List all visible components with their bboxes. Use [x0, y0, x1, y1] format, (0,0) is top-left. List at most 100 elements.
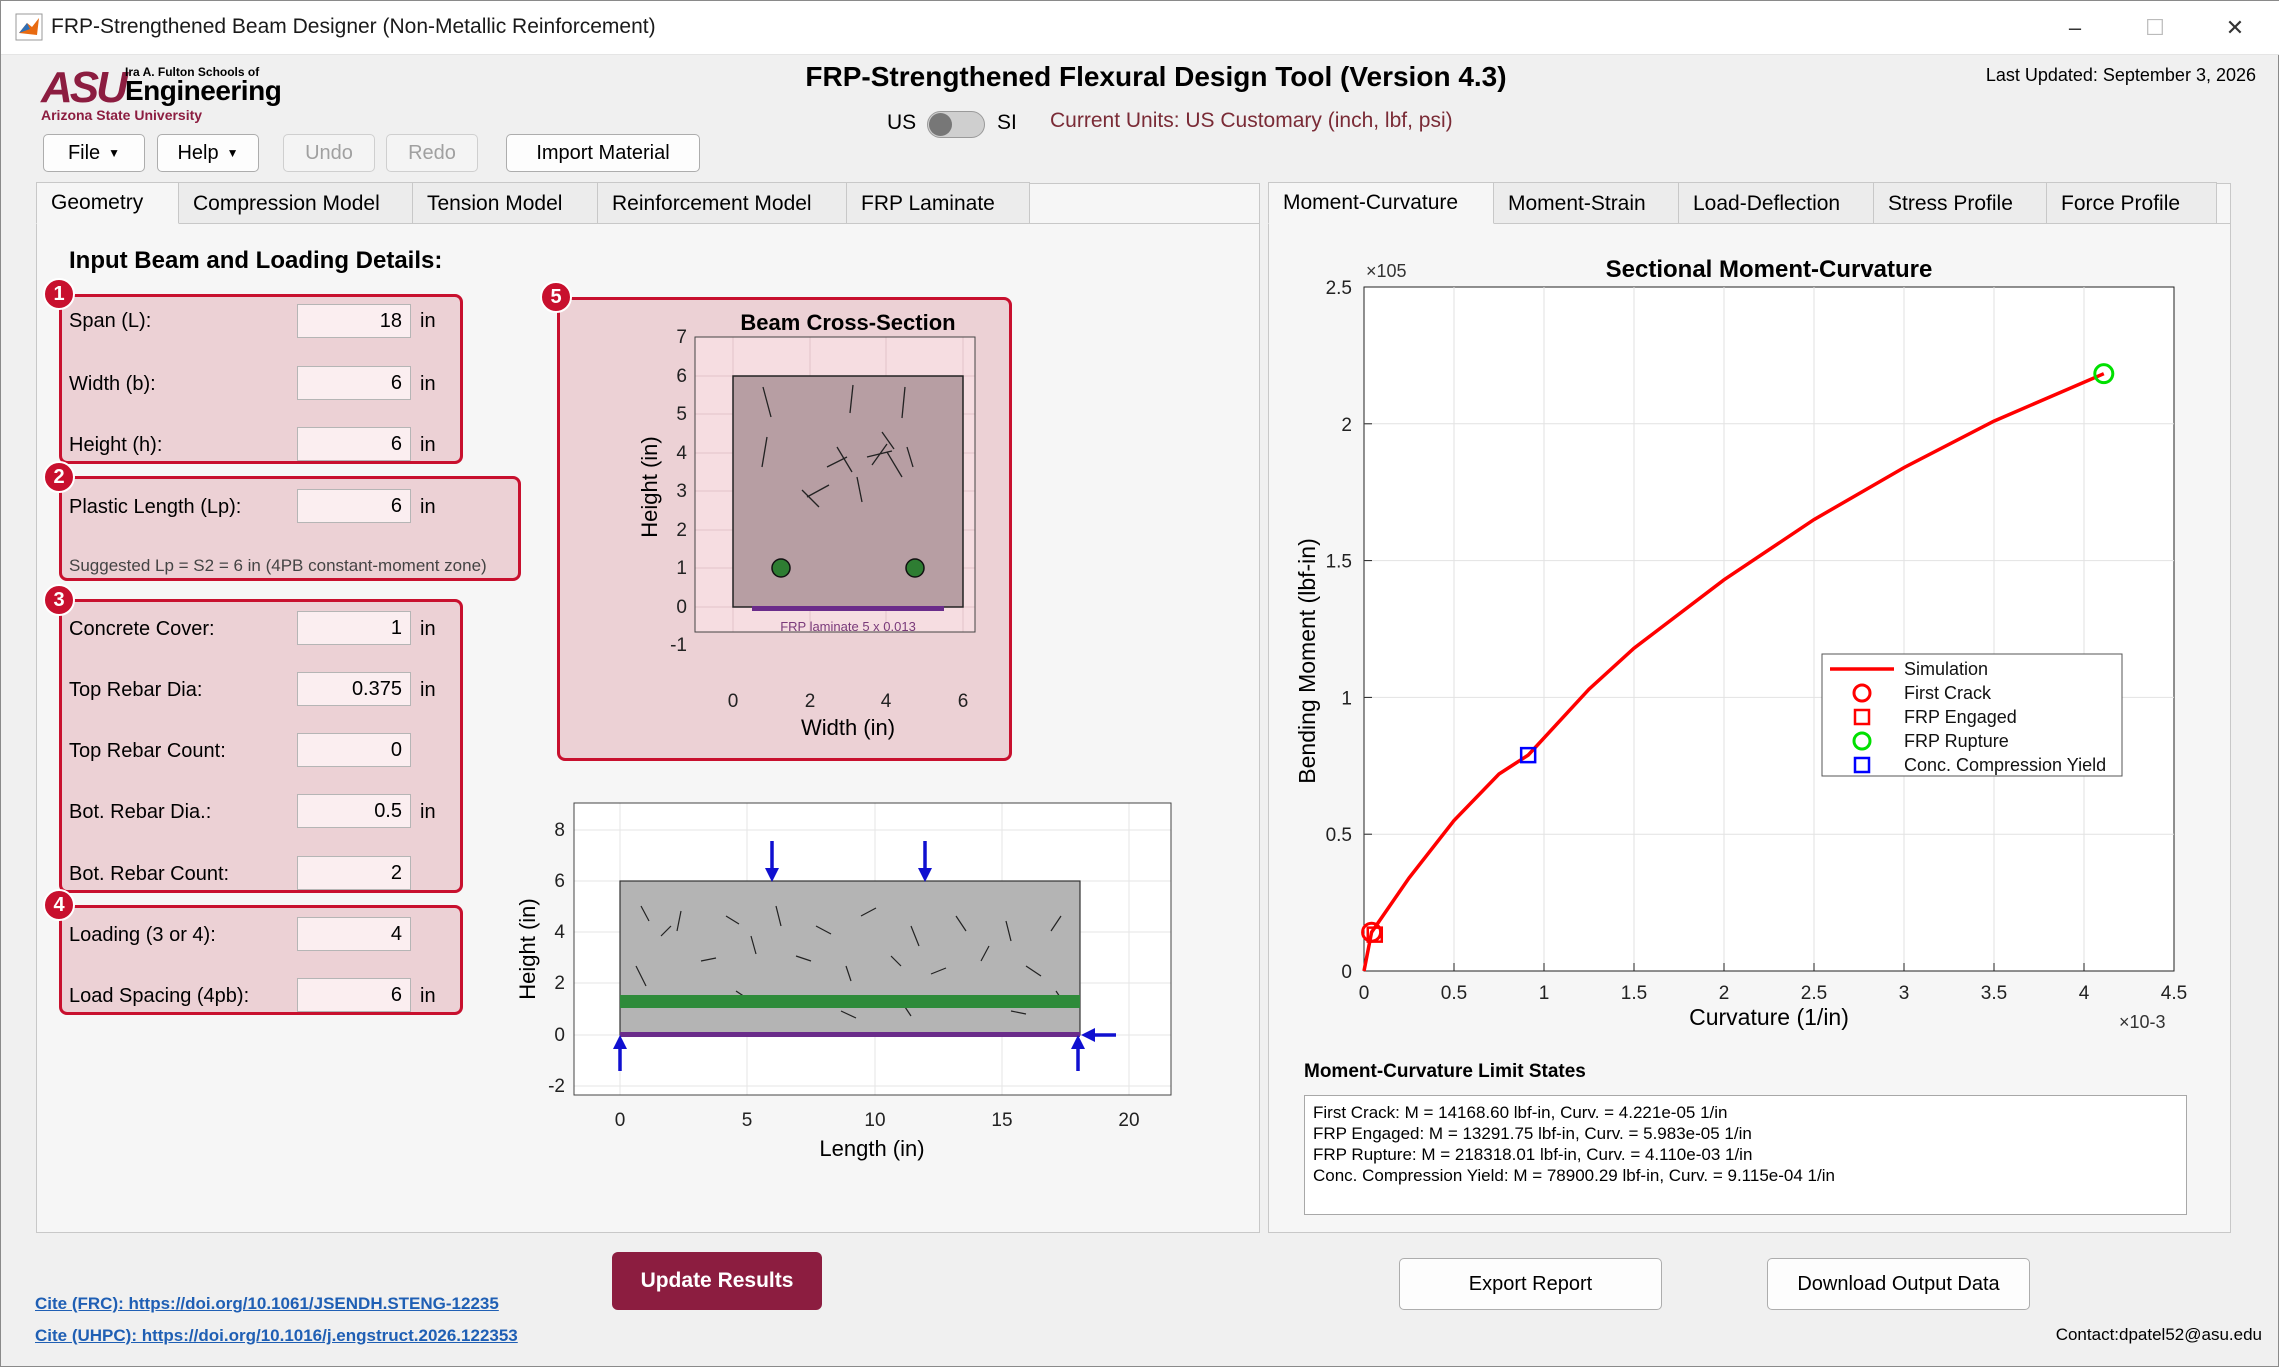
- update-results-button[interactable]: Update Results: [612, 1252, 822, 1310]
- tab-reinforcement-model[interactable]: Reinforcement Model: [597, 182, 847, 224]
- limit-line-frp-rupture: FRP Rupture: M = 218318.01 lbf-in, Curv.…: [1313, 1145, 1753, 1164]
- plastic-length-input[interactable]: 6: [297, 489, 411, 523]
- cover-input[interactable]: 1: [297, 611, 411, 645]
- step-badge-4: 4: [43, 889, 75, 921]
- x-tick-label: 4.5: [2161, 983, 2187, 1004]
- chart-title: Sectional Moment-Curvature: [1606, 256, 1933, 283]
- tab-geometry[interactable]: Geometry: [36, 182, 179, 224]
- bot-rebar-count-input[interactable]: 2: [297, 856, 411, 890]
- tab-load-deflection[interactable]: Load-Deflection: [1678, 182, 1874, 224]
- y-tick: 5: [676, 404, 687, 425]
- loading-input[interactable]: 4: [297, 917, 411, 951]
- cover-label: Concrete Cover:: [69, 618, 215, 640]
- units-toggle[interactable]: [927, 111, 985, 138]
- maximize-button[interactable]: ☐: [2145, 15, 2165, 40]
- y-tick: 0: [554, 1025, 565, 1046]
- bottom-rebar-right: [905, 558, 925, 578]
- bot-rebar-dia-input[interactable]: 0.5: [297, 794, 411, 828]
- series-layer: [1362, 372, 2105, 972]
- help-menu-button[interactable]: Help ▼: [157, 134, 259, 172]
- grid-lines: [1363, 286, 2175, 972]
- width-input[interactable]: 6: [297, 366, 411, 400]
- width-label: Width (b):: [69, 373, 156, 395]
- frp-layer: [620, 1032, 1080, 1037]
- load-arrows: [613, 841, 1116, 1071]
- export-report-button[interactable]: Export Report: [1399, 1258, 1662, 1310]
- tab-frp-laminate[interactable]: FRP Laminate: [846, 182, 1030, 224]
- limit-states-box: First Crack: M = 14168.60 lbf-in, Curv. …: [1304, 1095, 2187, 1215]
- plot-frame: [573, 802, 1172, 1096]
- bottom-rebar-left: [771, 558, 791, 578]
- step-badge-5: 5: [540, 281, 572, 313]
- height-label: Height (h):: [69, 434, 163, 456]
- section-title: Input Beam and Loading Details:: [69, 247, 443, 274]
- legend-label: FRP Engaged: [1904, 707, 2017, 727]
- legend-label: Conc. Compression Yield: [1904, 755, 2106, 775]
- limit-line-compression-yield: Conc. Compression Yield: M = 78900.29 lb…: [1313, 1166, 1835, 1185]
- tab-stress-profile[interactable]: Stress Profile: [1873, 182, 2047, 224]
- y-tick: 6: [676, 366, 687, 387]
- height-input[interactable]: 6: [297, 427, 411, 461]
- close-button[interactable]: ✕: [2225, 15, 2245, 40]
- step-badge-1: 1: [43, 278, 75, 310]
- plastic-length-label: Plastic Length (Lp):: [69, 496, 242, 518]
- top-rebar-dia-input[interactable]: 0.375: [297, 672, 411, 706]
- units-us-label: US: [887, 111, 917, 134]
- cross-section-xlabel: Width (in): [801, 715, 895, 740]
- limit-states-title: Moment-Curvature Limit States: [1304, 1061, 1586, 1082]
- tab-tension-model[interactable]: Tension Model: [412, 182, 598, 224]
- x-tick-label: 4: [2079, 983, 2090, 1004]
- width-unit: in: [420, 373, 436, 395]
- tab-force-profile[interactable]: Force Profile: [2046, 182, 2217, 224]
- file-menu-button[interactable]: File ▼: [43, 134, 145, 172]
- y-tick: 6: [554, 871, 565, 892]
- undo-button[interactable]: Undo: [283, 134, 375, 172]
- y-tick-label: 0: [1341, 962, 1352, 983]
- x-tick-label: 0: [1359, 983, 1370, 1004]
- legend-swatch-square: [1853, 708, 1871, 726]
- cross-section-plot: FRP laminate 5 x 0.013 7 6 5 4 3 2 1 0 -…: [637, 310, 976, 740]
- window-title: FRP-Strengthened Beam Designer (Non-Meta…: [51, 15, 656, 38]
- x-ticks: 0 5 10 15 20: [615, 1110, 1140, 1131]
- legend-swatch-circle: [1852, 683, 1872, 703]
- y-tick: 2: [676, 520, 687, 541]
- redo-button[interactable]: Redo: [386, 134, 478, 172]
- span-unit: in: [420, 310, 436, 332]
- legend-swatch-square: [1853, 756, 1871, 774]
- plot-area: [1363, 286, 2175, 972]
- tab-moment-curvature[interactable]: Moment-Curvature: [1268, 182, 1494, 224]
- top-rebar-count-input[interactable]: 0: [297, 733, 411, 767]
- last-updated: Last Updated: September 3, 2026: [1985, 65, 2256, 85]
- legend-swatch-circle: [1852, 731, 1872, 751]
- load-spacing-label: Load Spacing (4pb):: [69, 985, 250, 1007]
- step-badge-3: 3: [43, 584, 75, 616]
- load-spacing-input[interactable]: 6: [297, 978, 411, 1012]
- y-tick: 4: [676, 443, 687, 464]
- legend-label: Simulation: [1904, 659, 1988, 679]
- limit-line-frp-engaged: FRP Engaged: M = 13291.75 lbf-in, Curv. …: [1313, 1124, 1752, 1143]
- group-plastic-length: [59, 476, 521, 581]
- cite-uhpc-link[interactable]: Cite (UHPC): https://doi.org/10.1016/j.e…: [35, 1326, 518, 1345]
- loading-label: Loading (3 or 4):: [69, 924, 216, 946]
- x-tick-label: 3.5: [1981, 983, 2007, 1004]
- contact-email: Contact:dpatel52@asu.edu: [2055, 1325, 2262, 1344]
- bot-rebar-dia-label: Bot. Rebar Dia.:: [69, 801, 212, 823]
- tab-moment-strain[interactable]: Moment-Strain: [1493, 182, 1679, 224]
- span-input[interactable]: 18: [297, 304, 411, 338]
- cross-section-title: Beam Cross-Section: [740, 310, 955, 335]
- minimize-button[interactable]: –: [2068, 15, 2082, 40]
- tab-compression-model[interactable]: Compression Model: [178, 182, 413, 224]
- download-output-button[interactable]: Download Output Data: [1767, 1258, 2030, 1310]
- tab-divider: [1268, 223, 2231, 224]
- x-tick: 2: [805, 691, 816, 712]
- cover-unit: in: [420, 618, 436, 640]
- legend-label: FRP Rupture: [1904, 731, 2009, 751]
- cite-frc-link[interactable]: Cite (FRC): https://doi.org/10.1061/JSEN…: [35, 1294, 499, 1313]
- x-tick-label: 1.5: [1621, 983, 1647, 1004]
- logo-university: Arizona State University: [41, 107, 203, 123]
- import-material-button[interactable]: Import Material: [506, 134, 700, 172]
- marker-frp-rupture: [2093, 363, 2115, 385]
- y-tick-label: 1.5: [1326, 552, 1352, 573]
- step-badge-2: 2: [43, 461, 75, 493]
